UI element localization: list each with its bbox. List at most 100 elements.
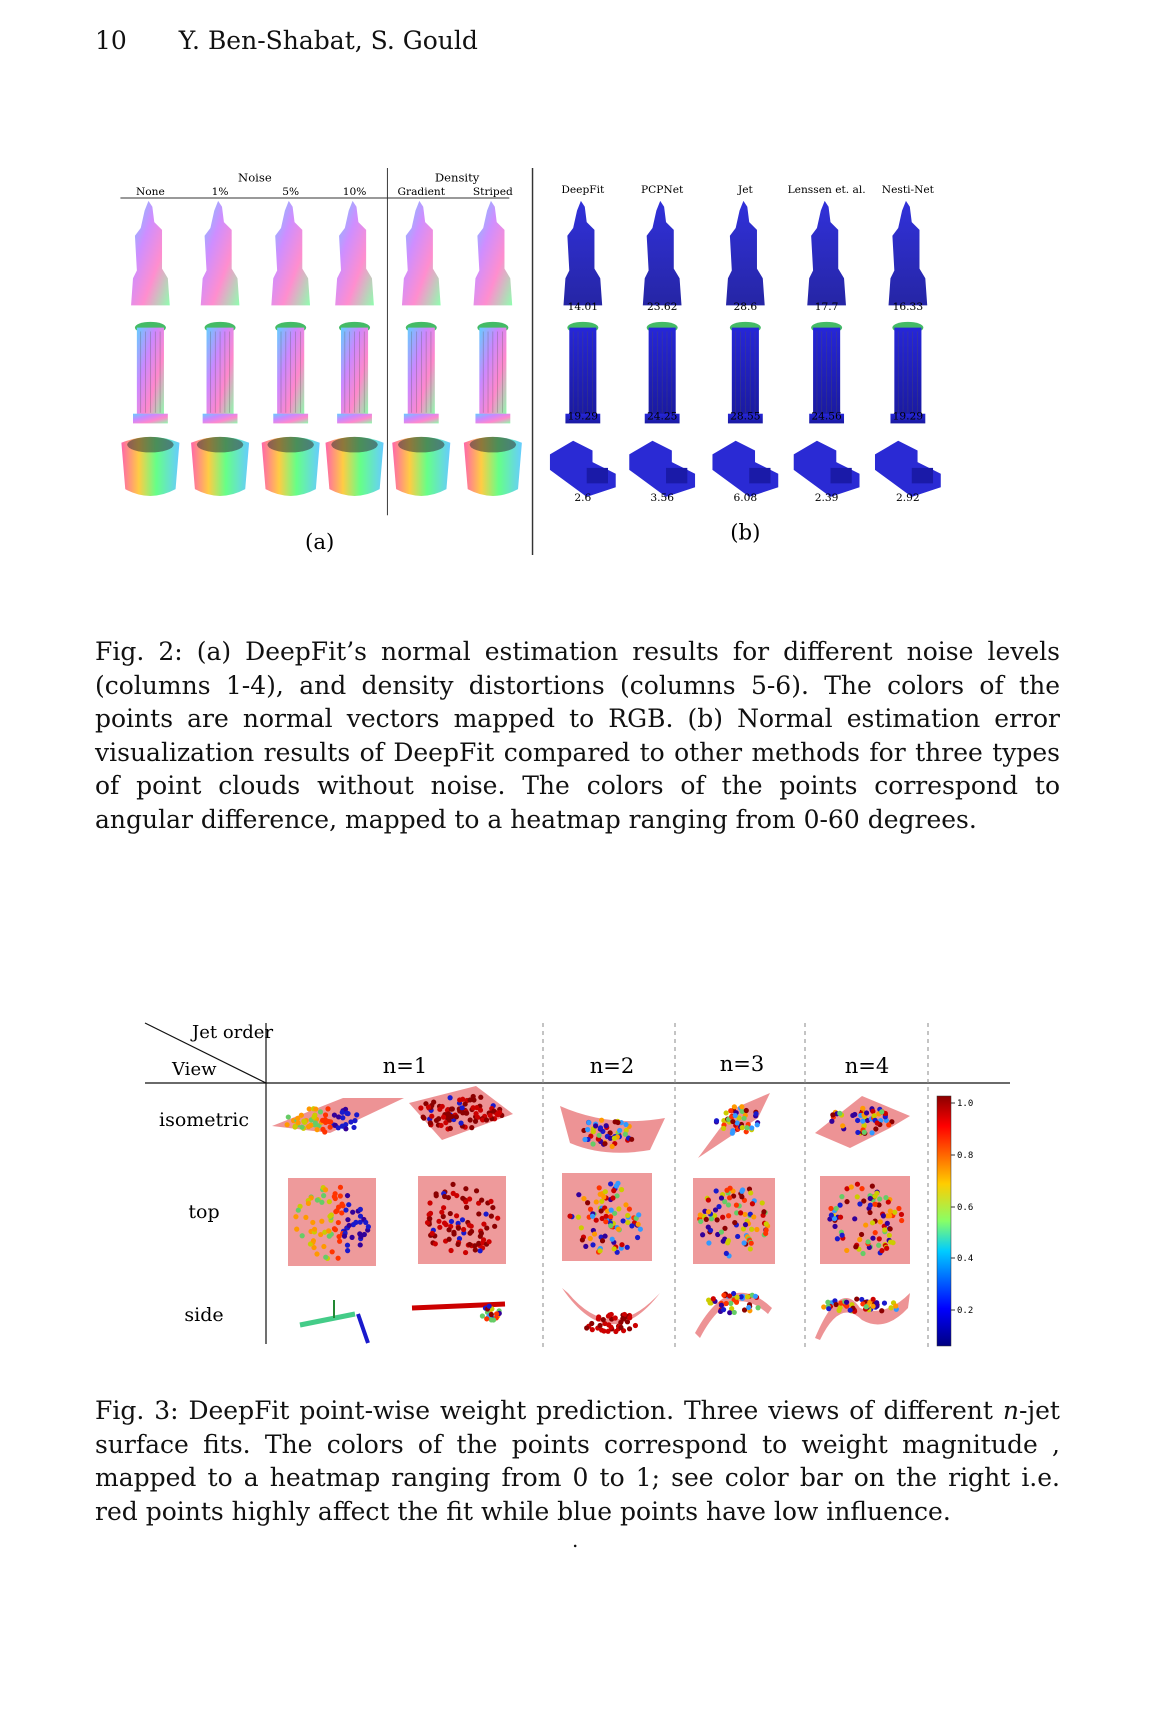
cup-pointcloud-icon bbox=[392, 436, 451, 496]
column-n4: n=4 bbox=[845, 1054, 889, 1078]
header-jet-order: Jet order bbox=[190, 1022, 273, 1043]
cup-pointcloud-icon bbox=[325, 436, 384, 496]
panel-b-error-value: 2.39 bbox=[815, 491, 839, 504]
page-header: 10 Y. Ben-Shabat, S. Gould bbox=[95, 26, 478, 55]
column-pointcloud-icon bbox=[727, 321, 763, 424]
row-side: side bbox=[184, 1304, 223, 1326]
panel-b-error-value: 19.29 bbox=[568, 410, 599, 423]
figure-2-label: Fig. 2: bbox=[95, 637, 183, 666]
statue-pointcloud-icon bbox=[401, 200, 441, 306]
colorbar bbox=[936, 1095, 952, 1347]
panel-b-error-value: 14.01 bbox=[568, 300, 598, 313]
footer-dot: . bbox=[572, 1528, 579, 1552]
column-n1: n=1 bbox=[383, 1054, 427, 1078]
box-pointcloud-icon bbox=[549, 440, 616, 497]
statue-pointcloud-icon bbox=[335, 200, 374, 306]
column-pointcloud-icon bbox=[644, 321, 680, 424]
statue-pointcloud-icon bbox=[888, 200, 928, 306]
panel-a-column-label: 1% bbox=[212, 185, 229, 198]
colorbar-tick-label: 0.2 bbox=[957, 1306, 973, 1316]
box-pointcloud-icon bbox=[793, 440, 860, 497]
panel-a-column-label: Striped bbox=[473, 185, 513, 198]
panel-b-method-label: PCPNet bbox=[641, 183, 684, 196]
header-view: View bbox=[171, 1059, 217, 1080]
panel-b-error-value: 2.6 bbox=[574, 491, 591, 504]
group-density-label: Density bbox=[435, 171, 480, 185]
figure-3-caption-italic: n bbox=[1002, 1396, 1019, 1425]
column-pointcloud-icon bbox=[403, 321, 439, 424]
box-pointcloud-icon bbox=[874, 440, 941, 497]
box-pointcloud-icon bbox=[629, 440, 696, 497]
group-noise-label: Noise bbox=[238, 171, 272, 185]
panel-b-error-value: 28.6 bbox=[734, 300, 758, 313]
colorbar-tick-label: 1.0 bbox=[957, 1099, 973, 1109]
column-pointcloud-icon bbox=[890, 321, 926, 424]
panel-b-error-value: 23.62 bbox=[647, 300, 677, 313]
column-n2: n=2 bbox=[590, 1054, 634, 1078]
panel-a-column-label: 10% bbox=[343, 185, 367, 198]
statue-pointcloud-icon bbox=[563, 200, 603, 306]
colorbar-tick-label: 0.8 bbox=[957, 1151, 973, 1161]
column-n3: n=3 bbox=[720, 1052, 764, 1076]
column-pointcloud-icon bbox=[475, 321, 511, 424]
panel-b-method-label: DeepFit bbox=[561, 183, 605, 196]
cup-pointcloud-icon bbox=[463, 436, 522, 496]
page-number: 10 bbox=[95, 26, 127, 55]
panel-b-error-value: 19.29 bbox=[893, 410, 924, 423]
figure-3-label: Fig. 3: bbox=[95, 1396, 179, 1425]
figure-3-caption: Fig. 3: DeepFit point-wise weight predic… bbox=[95, 1394, 1060, 1528]
column-pointcloud-icon bbox=[565, 321, 601, 424]
panel-b-method-label: Jet bbox=[737, 183, 754, 196]
statue-pointcloud-icon bbox=[131, 200, 170, 306]
panel-a-header: Noise Density None 1% 5% 10% Gradient Striped bbox=[120, 171, 513, 199]
panel-b-error-value: 28.55 bbox=[730, 410, 760, 423]
colorbar-tick-label: 0.6 bbox=[957, 1203, 973, 1213]
colorbar-ticks: 1.0 0.8 0.6 0.4 0.2 bbox=[951, 1099, 973, 1316]
figure-3-caption-text-1: DeepFit point-wise weight prediction. Th… bbox=[188, 1396, 1003, 1425]
statue-pointcloud-icon bbox=[642, 200, 682, 306]
panel-b-error-value: 16.33 bbox=[893, 300, 923, 313]
panel-b-label: (b) bbox=[730, 520, 760, 545]
panel-b-error-value: 2.92 bbox=[896, 491, 920, 504]
top-row bbox=[288, 1173, 910, 1266]
statue-pointcloud-icon bbox=[726, 200, 765, 306]
panel-a-shapes bbox=[121, 200, 522, 496]
figure-2-caption: Fig. 2: (a) DeepFit’s normal estimation … bbox=[95, 635, 1060, 836]
row-top: top bbox=[188, 1201, 219, 1223]
panel-a-column-label: None bbox=[136, 185, 165, 198]
column-pointcloud-icon bbox=[133, 321, 168, 424]
statue-pointcloud-icon bbox=[473, 200, 513, 306]
panel-b-method-label: Nesti-Net bbox=[882, 183, 935, 196]
header-diagonal bbox=[144, 1022, 267, 1084]
panel-b-error-value: 17.7 bbox=[815, 300, 839, 313]
figure-2: Noise Density None 1% 5% 10% Gradient Striped… bbox=[108, 168, 1048, 613]
panel-b-error-value: 24.25 bbox=[647, 410, 677, 423]
cup-pointcloud-icon bbox=[261, 436, 320, 496]
panel-b: DeepFit PCPNet Jet Lenssen et. al. Nesti-Net… bbox=[549, 183, 941, 504]
panel-b-error-value: 6.08 bbox=[734, 491, 758, 504]
figure-3: Jet order View n=1 n=2 n=3 n=4 isometric… bbox=[100, 1008, 1060, 1374]
colorbar-tick-label: 0.4 bbox=[957, 1254, 973, 1264]
statue-pointcloud-icon bbox=[271, 200, 311, 306]
column-pointcloud-icon bbox=[809, 321, 845, 424]
surface-fits bbox=[272, 1086, 910, 1344]
isometric-row bbox=[272, 1086, 910, 1158]
panel-b-method-label: Lenssen et. al. bbox=[788, 183, 866, 196]
panel-a-label: (a) bbox=[305, 530, 334, 555]
statue-pointcloud-icon bbox=[807, 200, 846, 306]
figure-3-caption-text-2: -jet surface fits. The colors of the poi… bbox=[95, 1396, 1060, 1526]
side-row bbox=[299, 1288, 910, 1344]
column-pointcloud-icon bbox=[202, 321, 238, 424]
figure-2-caption-text: (a) DeepFit’s normal estimation results … bbox=[95, 637, 1060, 834]
running-authors: Y. Ben-Shabat, S. Gould bbox=[178, 26, 478, 55]
cup-pointcloud-icon bbox=[121, 436, 180, 496]
cup-pointcloud-icon bbox=[191, 436, 250, 496]
statue-pointcloud-icon bbox=[200, 200, 240, 306]
panel-b-error-value: 24.56 bbox=[811, 410, 842, 423]
panel-a-column-label: Gradient bbox=[398, 185, 446, 198]
column-pointcloud-icon bbox=[337, 321, 372, 424]
column-pointcloud-icon bbox=[273, 321, 309, 424]
panel-a-column-label: 5% bbox=[282, 185, 299, 198]
panel-b-error-value: 3.56 bbox=[650, 491, 674, 504]
row-isometric: isometric bbox=[159, 1109, 249, 1131]
